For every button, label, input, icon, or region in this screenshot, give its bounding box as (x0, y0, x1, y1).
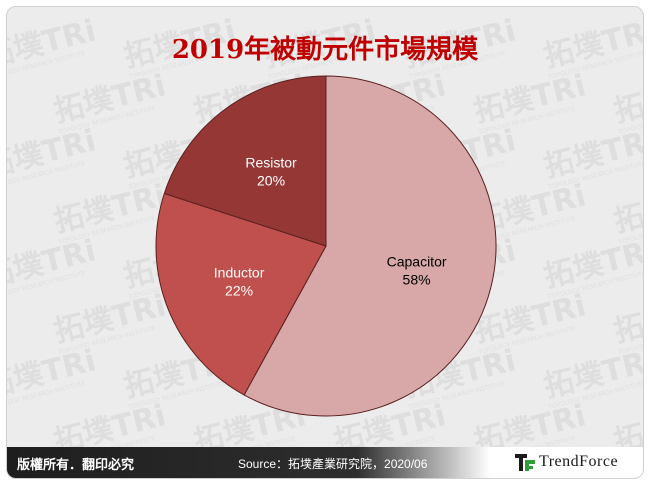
copyright-text: 版權所有．翻印必究 (17, 457, 135, 472)
trendforce-logo-icon (515, 454, 535, 471)
slice-percent-resistor: 20% (257, 172, 285, 188)
trendforce-logo: TrendForce (515, 450, 641, 476)
footer-bar: 版權所有．翻印必究 Source：拓墣產業研究院，2020/06 TrendFo… (7, 447, 643, 478)
source-text: Source：拓墣產業研究院，2020/06 (238, 457, 428, 471)
slice-label-capacitor: Capacitor (387, 253, 447, 269)
slice-label-inductor: Inductor (214, 264, 265, 280)
slice-percent-inductor: 22% (225, 282, 253, 298)
pie-slice-inductor (155, 192, 327, 396)
pie-chart: Capacitor 58% Inductor 22% Resistor 20% (155, 75, 497, 417)
chart-title: 2019年被動元件市場規模 (171, 35, 479, 65)
trendforce-logo-text: TrendForce (539, 453, 619, 470)
pie-slice-resistor (163, 75, 327, 247)
pie-slice-capacitor (243, 75, 497, 417)
chart-frame: 拓墣TRi TOPOLOGY RESEARCH INSTITUTE 拓墣TRi TOP… (6, 6, 644, 479)
slice-label-resistor: Resistor (245, 154, 297, 170)
slice-percent-capacitor: 58% (403, 271, 431, 287)
